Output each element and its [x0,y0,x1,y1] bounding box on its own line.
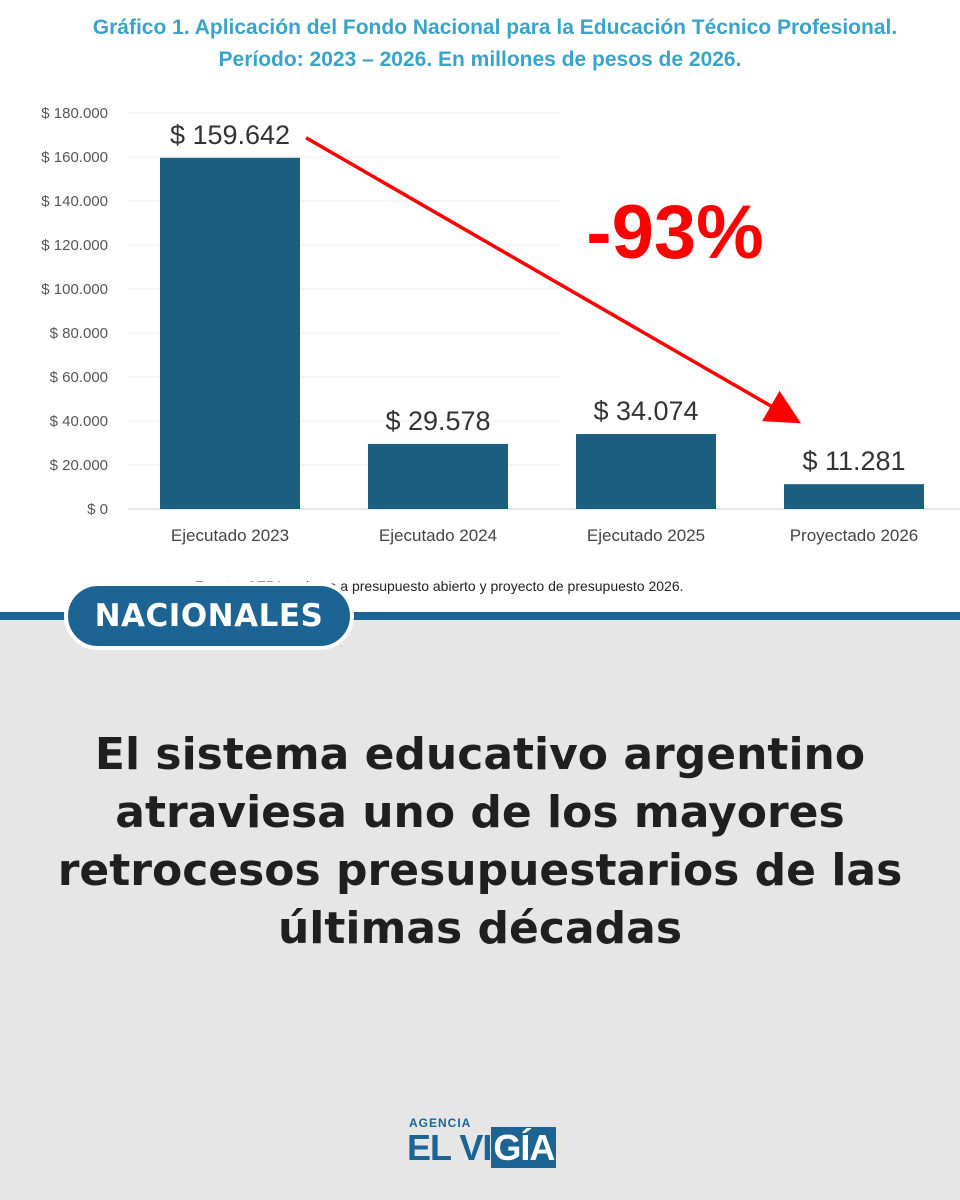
category-label: NACIONALES [94,598,324,634]
headline: El sistema educativo argentino atraviesa… [57,729,903,954]
category-badge: NACIONALES [64,582,354,650]
x-tick-label: Proyectado 2026 [790,526,919,545]
divider-line [0,612,960,620]
y-tick-label: $ 80.000 [50,325,108,342]
chart-title-line: Gráfico 1. Aplicación del Fondo Nacional… [92,16,898,39]
annotation-label: -93% [586,190,763,275]
y-tick-label: $ 60.000 [50,369,108,386]
chart-subtitle-line: Período: 2023 – 2026. En millones de pes… [218,48,742,71]
bar-value-label: $ 29.578 [385,406,490,436]
bar-value-label: $ 34.074 [593,396,698,426]
bar [784,484,924,509]
bar-chart: $ 0 $ 20.000 $ 40.000 $ 60.000 $ 80.000 $ 100… [41,105,960,545]
y-tick-label: $ 100.000 [41,281,108,298]
y-tick-label: $ 120.000 [41,237,108,254]
bar [368,443,508,509]
y-tick-label: $ 140.000 [41,193,108,210]
chart-title: Gráfico 1. Aplicación del Fondo Nacional… [0,12,960,76]
y-tick-label: $ 40.000 [50,413,108,430]
annotation-arrow [305,136,802,424]
bar-value-label: $ 159.642 [170,120,290,150]
y-tick-label: $ 160.000 [41,149,108,166]
x-tick-label: Ejecutado 2025 [587,526,705,545]
y-tick-label: $ 0 [87,501,108,518]
bar [160,157,300,509]
logo-main-text: EL VIGÍA [407,1127,557,1168]
y-tick-label: $ 180.000 [41,105,108,122]
bar-value-label: $ 11.281 [802,446,905,476]
logo-main-part1: EL VI [407,1127,492,1168]
logo-main-part2: GÍA [491,1127,557,1168]
chart-section: Gráfico 1. Aplicación del Fondo Nacional… [0,0,960,612]
y-tick-label: $ 20.000 [50,457,108,474]
agency-logo: AGENCIA EL VIGÍA [405,1112,565,1172]
x-tick-label: Ejecutado 2023 [171,526,289,545]
logo-top-text: AGENCIA [409,1116,472,1130]
bar [576,434,716,509]
x-tick-label: Ejecutado 2024 [379,526,497,545]
